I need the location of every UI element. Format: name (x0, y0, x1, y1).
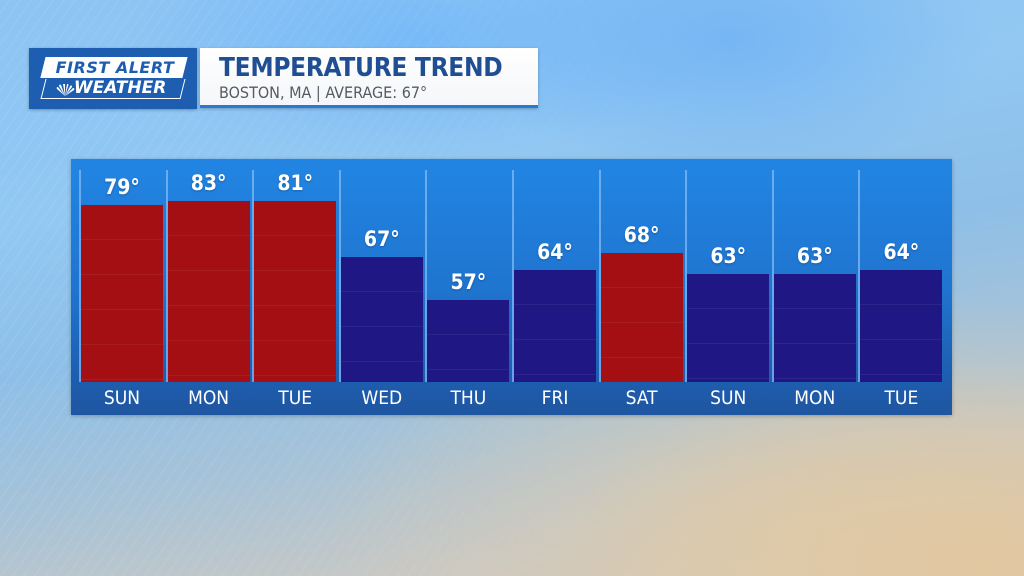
temperature-value-label: 83° (190, 171, 227, 195)
column-divider (338, 170, 341, 382)
logo-text-first-alert: FIRST ALERT (55, 58, 175, 77)
temperature-value-label: 81° (277, 171, 314, 195)
day-label: TUE (278, 387, 313, 409)
chart-subtitle: BOSTON, MA | AVERAGE: 67° (219, 83, 428, 102)
temperature-bar (514, 270, 596, 382)
temperature-value-label: 63° (710, 244, 747, 268)
chart-title: TEMPERATURE TREND (219, 53, 503, 83)
temperature-value-label: 79° (104, 175, 140, 199)
column-divider (252, 170, 255, 382)
temperature-bar (860, 270, 943, 382)
peacock-icon (56, 84, 75, 96)
logo-line-first-alert: FIRST ALERT (40, 57, 188, 78)
day-column: 57° THU (427, 159, 510, 415)
logo-plate: FIRST ALERT WEATHER (40, 57, 188, 99)
column-divider (512, 170, 514, 382)
day-label: FRI (541, 387, 569, 409)
column-divider (425, 170, 428, 382)
day-column: 64° TUE (860, 159, 943, 415)
temperature-bar (167, 201, 250, 382)
temperature-bar (687, 274, 770, 382)
temperature-bar (81, 205, 163, 382)
temperature-value-label: 63° (796, 244, 833, 268)
column-divider (165, 170, 168, 382)
day-column: 83° MON (167, 159, 250, 415)
day-label: MON (188, 387, 230, 409)
temperature-bar (600, 253, 683, 382)
temperature-value-label: 64° (537, 240, 573, 264)
column-divider (79, 170, 81, 382)
day-label: SUN (103, 387, 141, 409)
title-card: TEMPERATURE TREND BOSTON, MA | AVERAGE: … (200, 48, 538, 108)
column-divider (771, 170, 774, 382)
column-divider (858, 170, 861, 382)
temperature-value-label: 68° (623, 223, 660, 247)
chart-panel: 79° SUN 83° MON 81° TUE 67° WED 57° THU 64° FRI 68° S… (71, 159, 952, 415)
day-column: 64° FRI (514, 159, 596, 415)
column-divider (598, 170, 601, 382)
day-label: WED (361, 387, 403, 409)
temperature-value-label: 57° (450, 270, 487, 294)
day-label: SUN (710, 387, 747, 409)
day-column: 81° TUE (254, 159, 337, 415)
temperature-value-label: 64° (883, 240, 920, 264)
day-column: 63° SUN (687, 159, 770, 415)
temperature-bar (254, 201, 337, 382)
day-label: THU (450, 387, 487, 409)
temperature-bar (773, 274, 856, 382)
day-column: 63° MON (773, 159, 856, 415)
day-column: 67° WED (340, 159, 423, 415)
temperature-bar (340, 257, 423, 382)
column-divider (685, 170, 688, 382)
first-alert-weather-logo: FIRST ALERT WEATHER (29, 48, 197, 109)
day-column: 79° SUN (81, 159, 163, 415)
temperature-value-label: 67° (363, 227, 400, 251)
day-label: TUE (884, 387, 919, 409)
day-label: SAT (625, 387, 658, 409)
day-column: 68° SAT (600, 159, 683, 415)
day-label: MON (794, 387, 836, 409)
temperature-bar (427, 300, 510, 382)
